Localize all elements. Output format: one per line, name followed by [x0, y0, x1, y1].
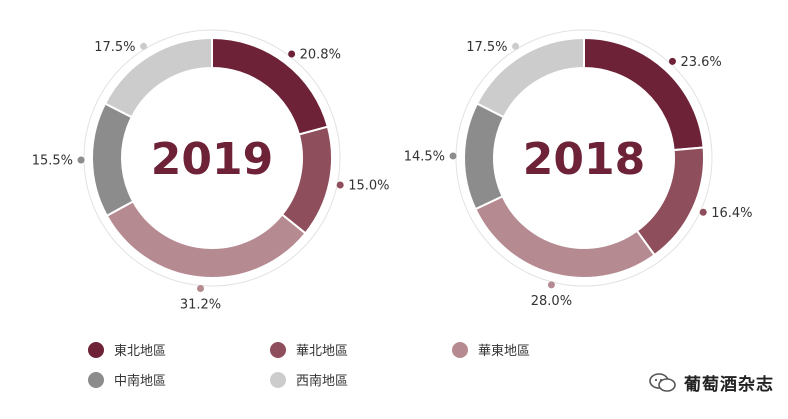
- legend-item-northeast: 東北地區: [88, 340, 166, 359]
- slice-label-華東地區: 28.0%: [531, 294, 572, 309]
- donut-center-year: 2019: [151, 134, 273, 185]
- donut-guide-ring: [455, 29, 713, 287]
- donut-slice-西南地區: [103, 36, 213, 119]
- donut-slice-中南地區: [91, 102, 135, 218]
- donut-slice-華北地區: [635, 146, 705, 257]
- slice-label-華東地區: 31.2%: [180, 297, 221, 312]
- legend-label-northeast: 東北地區: [114, 344, 167, 359]
- legend-label-southwest: 西南地區: [296, 374, 349, 389]
- donut-chart-2018: 23.6% 16.4% 28.0% 14.5% 17.5% 2018: [404, 29, 753, 309]
- slice-marker-華北地區: [699, 208, 707, 216]
- legend-swatch-central-south: [88, 371, 104, 388]
- watermark: 葡萄酒杂志: [648, 370, 774, 395]
- slice-label-中南地區: 15.5%: [32, 154, 73, 169]
- slice-marker-西南地區: [512, 42, 520, 50]
- slice-marker-華北地區: [336, 181, 344, 189]
- slice-label-東北地區: 23.6%: [680, 55, 721, 70]
- legend-item-southwest: 西南地區: [270, 370, 348, 389]
- legend-label-north: 華北地區: [296, 344, 349, 359]
- legend-item-north: 華北地區: [270, 340, 348, 359]
- legend-swatch-southwest: [270, 371, 286, 388]
- slice-marker-中南地區: [449, 152, 457, 160]
- slice-marker-東北地區: [288, 50, 296, 58]
- donut-center-year: 2018: [523, 134, 645, 185]
- slice-marker-華東地區: [196, 284, 204, 292]
- legend-item-central-south: 中南地區: [88, 370, 166, 389]
- slice-marker-西南地區: [140, 42, 148, 50]
- donut-slice-西南地區: [475, 36, 585, 119]
- slice-marker-東北地區: [668, 57, 676, 65]
- donut-chart-2019: 20.8% 15.0% 31.2% 15.5% 17.5% 2019: [32, 29, 390, 312]
- legend-label-east: 華東地區: [478, 344, 531, 359]
- watermark-text: 葡萄酒杂志: [684, 375, 774, 395]
- legend-swatch-north: [270, 341, 286, 358]
- legend-item-east: 華東地區: [452, 340, 530, 359]
- slice-label-西南地區: 17.5%: [466, 40, 507, 55]
- wechat-icon: [649, 372, 676, 392]
- legend-swatch-east: [452, 341, 468, 358]
- slice-label-東北地區: 20.8%: [300, 47, 341, 62]
- slice-label-華北地區: 15.0%: [348, 178, 389, 193]
- donut-slice-華東地區: [105, 200, 307, 279]
- slice-label-華北地區: 16.4%: [711, 206, 752, 221]
- slice-label-西南地區: 17.5%: [94, 40, 135, 55]
- legend-label-central-south: 中南地區: [114, 374, 167, 389]
- donut-slice-中南地區: [463, 102, 506, 211]
- legend-swatch-northeast: [88, 341, 104, 358]
- slice-label-中南地區: 14.5%: [404, 149, 445, 164]
- donut-slice-華東地區: [474, 194, 656, 279]
- donut-slice-華北地區: [280, 125, 333, 235]
- slice-marker-華東地區: [547, 281, 555, 289]
- slice-marker-中南地區: [77, 156, 85, 164]
- donut-guide-ring: [83, 29, 341, 287]
